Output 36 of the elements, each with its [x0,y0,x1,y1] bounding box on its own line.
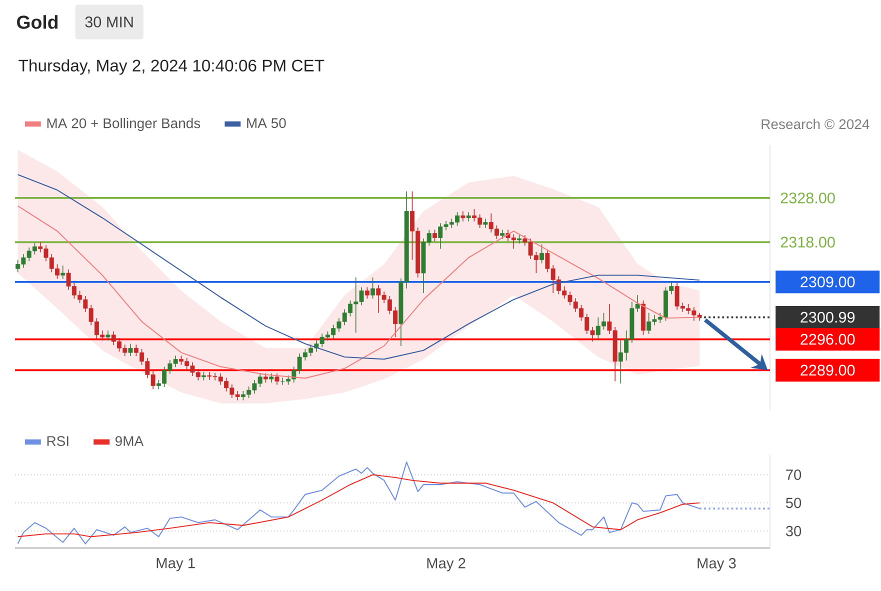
candlestick [432,229,437,242]
legend-label: MA 20 + Bollinger Bands [47,118,200,131]
candlestick [370,277,376,300]
ref-line-label: 2300.99 [800,312,855,323]
text: Thursday, May 2, 2024 10:40:06 PM CET [18,59,324,75]
candlestick [540,244,544,264]
candlestick [460,210,466,222]
ref-line-label: 2328.00 [780,192,835,204]
line-series [17,474,700,538]
line-series [17,461,700,544]
candlestick [128,343,133,357]
candlestick [106,330,110,342]
ref-line-label: 2318.00 [780,236,835,248]
chart-subtitle: 30 MIN [85,16,133,28]
chart-title: Gold [17,15,58,29]
y-tick-label: 70 [786,470,802,480]
ref-line-label: 2289.00 [800,364,855,376]
legend-label: 9MA [115,436,144,446]
x-tick-label: May 1 [156,558,195,572]
y-tick-label: 30 [786,526,802,536]
candlestick [500,229,505,240]
legend-label: RSI [47,436,68,446]
candlestick [269,372,274,383]
y-tick-label: 50 [786,498,802,508]
candlestick [60,265,66,280]
legend-label: MA 50 [247,118,286,128]
candlestick [264,372,268,383]
text: Research © 2024 [762,118,870,130]
ref-line-label: 2296.00 [800,334,855,345]
x-tick-label: May 3 [698,558,736,572]
x-tick-label: May 2 [427,558,466,572]
candlestick [483,218,488,228]
candlestick [274,372,280,386]
ref-line-label: 2309.00 [800,276,855,288]
candlestick [364,286,370,300]
candlestick [466,212,471,222]
